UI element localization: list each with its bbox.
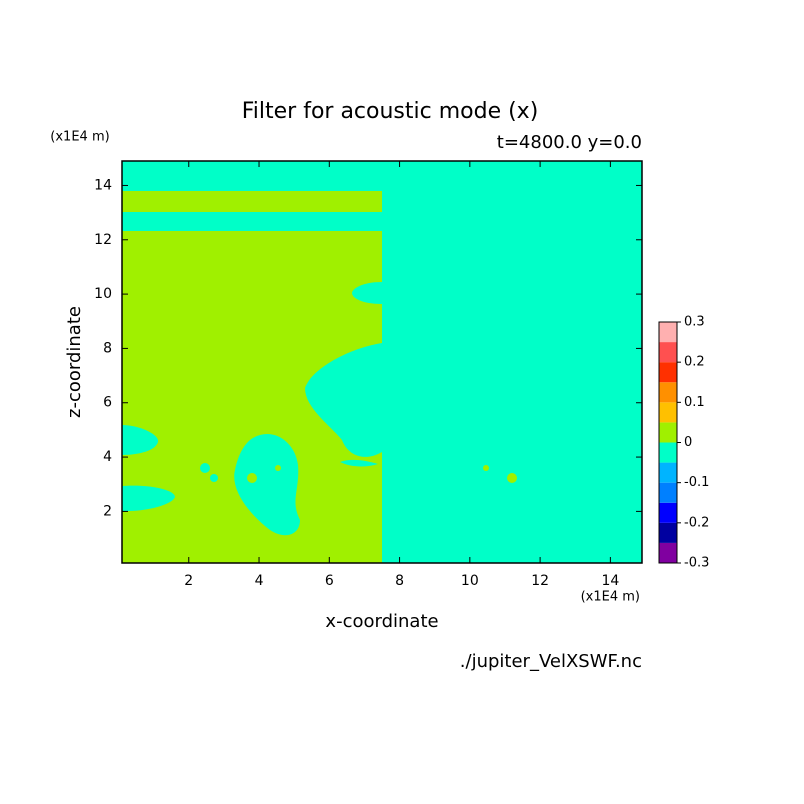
colorbar-segment (659, 422, 677, 443)
y-tick-label: 12 (94, 232, 112, 248)
x-tick-label: 14 (601, 573, 619, 589)
y-tick-label: 4 (103, 449, 112, 465)
chart-subtitle: t=4800.0 y=0.0 (497, 132, 642, 153)
colorbar-tick-label: 0.3 (684, 315, 705, 330)
chart-title: Filter for acoustic mode (x) (242, 99, 539, 124)
colorbar-tick-label: 0.1 (684, 395, 705, 410)
colorbar-segment (659, 342, 677, 363)
colorbar-tick-label: -0.2 (684, 515, 709, 530)
field-shapes (247, 465, 281, 483)
x-tick-label: 12 (531, 573, 549, 589)
colorbar-tick-label: -0.3 (684, 556, 709, 571)
y-tick-label: 10 (94, 286, 112, 302)
colorbar-segment (659, 502, 677, 523)
x-tick-label: 8 (395, 573, 404, 589)
contour-field (122, 161, 642, 563)
x-unit: (x1E4 m) (581, 590, 640, 605)
colorbar-segment (659, 402, 677, 423)
plot-frame (121, 160, 643, 564)
colorbar-tick-label: 0.2 (684, 355, 705, 370)
x-tick-label: 2 (184, 573, 193, 589)
field-shapes (122, 161, 382, 536)
x-tick-label: 10 (461, 573, 479, 589)
y-unit: (x1E4 m) (50, 130, 109, 145)
colorbar-segment (659, 462, 677, 483)
x-axis-label: x-coordinate (325, 611, 438, 632)
colorbar-segment (659, 442, 677, 463)
colorbar-segment (659, 362, 677, 383)
y-tick-label: 14 (94, 177, 112, 193)
colorbar-segment (659, 482, 677, 503)
x-tick-label: 6 (325, 573, 334, 589)
y-tick-label: 6 (103, 395, 112, 411)
source-label: ./jupiter_VelXSWF.nc (460, 651, 642, 672)
colorbar-segment (659, 542, 677, 563)
y-tick-label: 8 (103, 340, 112, 356)
x-tick-label: 4 (255, 573, 264, 589)
colorbar-tick-label: -0.1 (684, 475, 709, 490)
colorbar-segment (659, 322, 677, 343)
colorbar-segment (659, 522, 677, 543)
colorbar-tick-label: 0 (684, 435, 692, 450)
y-axis-label: z-coordinate (64, 306, 85, 418)
y-tick-label: 2 (103, 503, 112, 519)
colorbar-segment (659, 382, 677, 403)
